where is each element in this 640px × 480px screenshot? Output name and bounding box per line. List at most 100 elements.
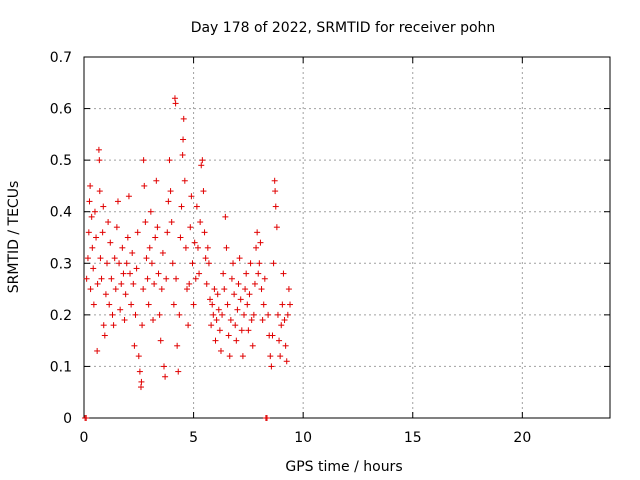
x-axis-label: GPS time / hours [285,459,402,475]
data-point [261,275,268,282]
data-point [84,255,91,262]
data-point [94,280,101,287]
data-point [257,239,264,246]
data-point [219,311,226,318]
data-point [225,332,232,339]
data-point [158,286,165,293]
data-points [82,95,294,421]
data-point [83,415,90,421]
data-point [85,229,92,236]
x-tick-labels: 0 5 10 15 20 [80,430,532,446]
data-point [248,317,255,324]
data-point [199,157,206,164]
data-point [147,208,154,215]
chart-title: Day 178 of 2022, SRMTID for receiver poh… [191,20,496,36]
y-tick-label: 0.2 [50,308,72,324]
y-tick-label: 0.3 [50,256,72,272]
data-point [137,384,144,391]
data-point [204,244,211,251]
data-point [284,311,291,318]
y-tick-label: 0 [63,411,72,427]
data-point [177,234,184,241]
data-point [101,332,108,339]
data-point [140,157,147,164]
data-point [213,317,220,324]
data-point [281,317,288,324]
data-point [172,100,179,107]
data-point [96,188,103,195]
y-tick-label: 0.1 [50,359,72,375]
data-point [246,291,253,298]
data-point [198,162,205,169]
data-point [244,301,251,308]
data-point [191,239,198,246]
plot-frame [83,56,611,419]
data-point [118,280,125,287]
data-point [87,182,94,189]
data-point [178,203,185,210]
y-tick-label: 0.7 [50,50,72,66]
data-point [99,229,106,236]
x-tick-label: 10 [294,430,312,446]
data-point [116,260,123,267]
data-point [141,182,148,189]
data-point [155,270,162,277]
data-point [90,301,97,308]
data-point [249,342,256,349]
data-point [97,255,104,262]
data-point [86,198,93,205]
data-point [271,177,278,184]
data-point [242,286,249,293]
data-point [165,198,172,205]
data-point [132,311,139,318]
data-point [239,353,246,360]
data-point [254,229,261,236]
y-tick-labels: 0 0.1 0.2 0.3 0.4 0.5 0.6 0.7 [50,50,72,427]
data-point [190,301,197,308]
data-point [224,301,231,308]
data-point [226,353,233,360]
data-point [184,286,191,293]
data-point [175,368,182,375]
y-tick-label: 0.5 [50,153,72,169]
data-point [203,280,210,287]
data-point [131,342,138,349]
data-point [215,306,222,313]
data-point [200,188,207,195]
data-point [160,363,167,370]
data-point [93,234,100,241]
data-point [111,255,118,262]
data-point [119,244,126,251]
data-point [282,342,289,349]
data-point [214,291,221,298]
data-point [159,249,166,256]
data-point [188,193,195,200]
data-point [250,311,257,318]
data-point [182,244,189,251]
data-point [186,280,193,287]
y-tick-label: 0.6 [50,102,72,118]
data-point [157,337,164,344]
data-point [110,322,117,329]
data-point [146,244,153,251]
data-point [124,234,131,241]
data-point [154,224,161,231]
data-point [90,265,97,272]
data-point [152,234,159,241]
data-point [117,306,124,313]
data-point [130,280,137,287]
data-point [202,255,209,262]
data-point [274,311,281,318]
data-point [107,239,114,246]
data-point [201,229,208,236]
data-point [253,244,260,251]
data-point [95,146,102,153]
data-point [196,270,203,277]
data-point [258,286,265,293]
data-point [142,219,149,226]
data-point [235,280,242,287]
data-point [270,260,277,267]
data-point [163,275,170,282]
data-point [96,157,103,164]
data-point [222,213,229,220]
